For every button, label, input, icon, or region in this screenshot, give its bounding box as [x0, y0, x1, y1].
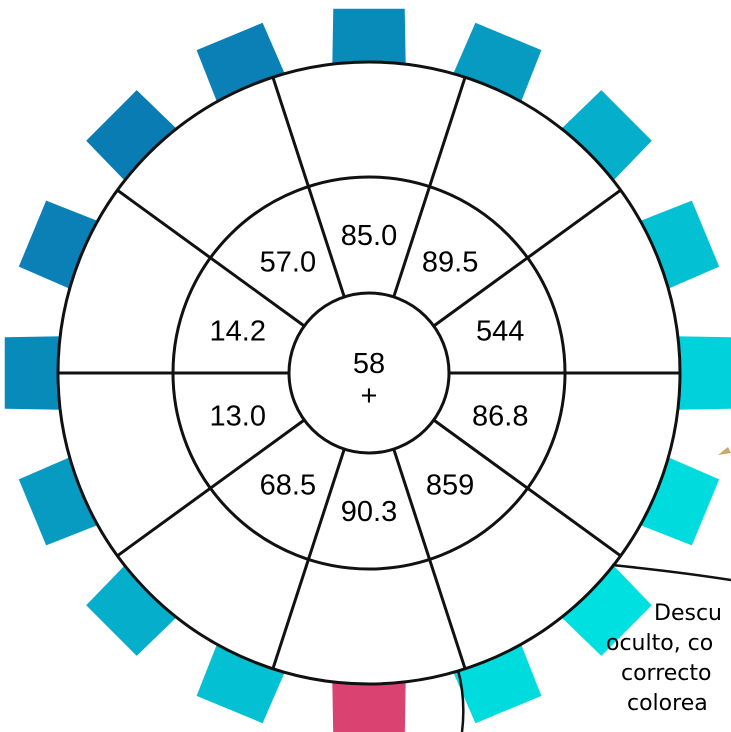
outer-sector-divider — [428, 76, 467, 188]
hand-pointer-icon — [718, 447, 731, 455]
outer-sector-divider — [526, 188, 622, 260]
gear-tooth — [86, 90, 189, 193]
inner-sector-divider — [432, 256, 529, 328]
hint-line-3: correcto — [621, 661, 712, 686]
center-value: 58 — [353, 348, 385, 380]
inner-cell-value[interactable]: 90.3 — [341, 496, 397, 528]
inner-cell-value[interactable]: 57.0 — [260, 246, 316, 278]
inner-cell-value[interactable]: 14.2 — [210, 315, 266, 347]
hint-line-2: oculto, co — [606, 631, 713, 656]
outer-sector-divider — [271, 76, 310, 188]
inner-sector-divider — [392, 448, 431, 560]
inner-cell-value[interactable]: 86.8 — [472, 401, 528, 433]
hint-pointer-line — [611, 563, 731, 582]
inner-sector-divider — [209, 256, 306, 328]
inner-sector-divider — [392, 186, 431, 298]
inner-sector-divider — [209, 418, 306, 490]
gear-tooth — [549, 90, 652, 193]
inner-ring-values: 85.0 89.5 544 86.8 859 90.3 68.5 13.0 14.2 57.0 — [210, 220, 529, 528]
center-operator-plus: + — [361, 380, 378, 412]
inner-cell-value[interactable]: 68.5 — [260, 470, 316, 502]
hint-line-4: colorea — [627, 691, 708, 716]
outer-sector-divider — [428, 558, 467, 670]
outer-sector-divider — [116, 188, 212, 260]
hint-pointer-line-bottom — [456, 669, 465, 732]
inner-sector-divider — [307, 448, 346, 560]
gear-tooth — [86, 553, 189, 656]
inner-cell-value[interactable]: 859 — [426, 470, 474, 502]
inner-sector-divider — [307, 186, 346, 298]
gear-teeth — [4, 8, 731, 732]
inner-sector-divider — [432, 418, 529, 490]
center-hub — [287, 291, 451, 455]
inner-cell-value[interactable]: 544 — [476, 315, 524, 347]
outer-sector-divider — [116, 486, 212, 558]
gear-tooth — [549, 553, 652, 656]
hint-line-1: Descu — [654, 601, 722, 626]
inner-cell-value[interactable]: 85.0 — [341, 220, 397, 252]
inner-cell-value[interactable]: 13.0 — [210, 401, 266, 433]
outer-sector-divider — [271, 558, 310, 670]
wheel-spokes — [58, 76, 680, 670]
inner-cell-value[interactable]: 89.5 — [422, 246, 478, 278]
outer-sector-divider — [526, 486, 622, 558]
